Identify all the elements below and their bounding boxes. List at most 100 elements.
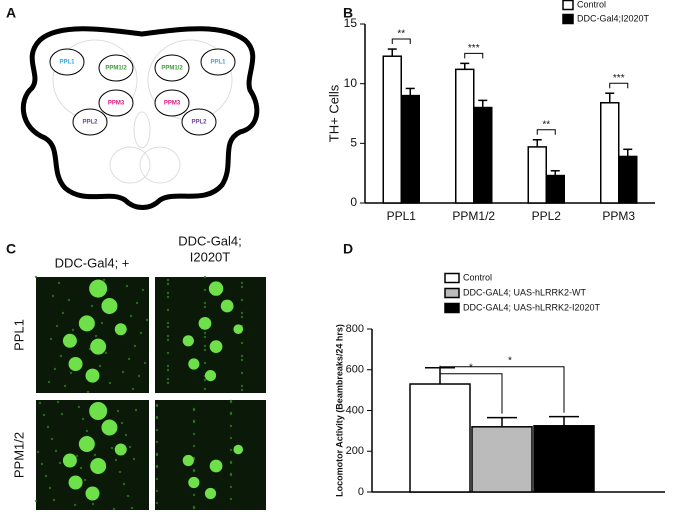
fiber: [40, 462, 44, 466]
fiber: [114, 458, 118, 462]
fiber: [47, 380, 51, 384]
neuron: [182, 454, 194, 467]
fiber: [130, 506, 134, 510]
fiber: [240, 371, 244, 375]
fiber: [229, 485, 233, 489]
column-header: DDC-Gal4; +: [55, 255, 130, 270]
fiber: [240, 384, 244, 388]
fiber: [102, 278, 106, 282]
neuron: [62, 333, 77, 348]
legend-label: DDC-GAL4; UAS-hLRRK2-WT: [463, 287, 587, 297]
sig-bracket: [464, 52, 484, 59]
fiber: [240, 311, 244, 315]
fiber: [240, 341, 244, 345]
panel-label: B: [343, 5, 353, 21]
fiber: [44, 474, 48, 478]
fiber: [42, 413, 46, 417]
fiber: [34, 275, 38, 279]
fiber: [38, 401, 42, 405]
bar: [455, 68, 475, 204]
legend-label: DDC-GAL4; UAS-hLRRK2-I2020T: [463, 302, 601, 312]
region-ellipse: [154, 89, 190, 117]
fiber: [86, 390, 90, 394]
y-tick-label: 600: [346, 364, 364, 376]
fiber: [166, 325, 170, 329]
fiber: [155, 404, 159, 408]
legend-swatch: [444, 302, 460, 314]
neuron: [208, 281, 224, 296]
fiber: [135, 301, 139, 305]
fiber: [166, 338, 170, 342]
fiber: [56, 400, 60, 404]
fiber: [203, 344, 207, 348]
fiber: [229, 400, 233, 404]
region-label: PPL1: [59, 60, 75, 66]
legend-swatch: [562, 13, 574, 25]
fiber: [67, 298, 71, 302]
fiber: [60, 412, 64, 416]
fiber: [203, 348, 207, 352]
fiber: [120, 421, 124, 425]
legend-swatch: [444, 287, 460, 299]
bar: [400, 94, 420, 204]
fiber: [139, 331, 143, 335]
fiber: [192, 432, 196, 436]
fiber: [155, 416, 159, 420]
fiber: [132, 457, 136, 461]
fiber: [63, 384, 67, 388]
neuron: [78, 315, 95, 332]
fiber: [192, 506, 196, 510]
neuron: [89, 402, 108, 420]
fiber: [53, 367, 57, 371]
fiber: [203, 387, 207, 391]
sig-bracket: [391, 38, 411, 45]
fiber: [127, 357, 131, 361]
fiber: [54, 449, 58, 453]
sig-label: *: [508, 355, 512, 366]
bar: [618, 155, 638, 204]
fiber: [118, 470, 122, 474]
fiber: [203, 301, 207, 305]
bar: [409, 383, 471, 493]
fiber: [116, 409, 120, 413]
y-tick-label: 0: [350, 195, 357, 209]
bar: [545, 174, 565, 204]
sig-bracket: [609, 82, 629, 89]
sig-bracket: [439, 365, 565, 413]
y-tick-label: 800: [346, 323, 364, 335]
fiber: [55, 324, 59, 328]
region-ellipse: [98, 89, 134, 117]
fiber: [75, 454, 79, 458]
bar: [600, 102, 620, 204]
fiber: [240, 281, 244, 285]
neuron: [188, 476, 200, 489]
neuron: [90, 458, 107, 474]
fiber: [166, 295, 170, 299]
neuron: [62, 453, 77, 468]
bar: [533, 425, 595, 493]
fiber: [240, 388, 244, 392]
fiber: [155, 440, 159, 444]
fiber: [192, 469, 196, 473]
fiber: [121, 370, 125, 374]
x-tick-label: PPL1: [387, 209, 417, 223]
neuron: [233, 324, 244, 335]
fiber: [126, 494, 130, 498]
fiber: [166, 381, 170, 385]
fiber: [122, 482, 126, 486]
fiber: [73, 503, 77, 507]
fiber: [229, 473, 233, 477]
y-tick-label: 0: [358, 486, 364, 498]
fiber: [166, 364, 170, 368]
y-tick-label: 15: [344, 16, 358, 30]
fiber: [133, 344, 137, 348]
column-header: DDC-Gal4;: [178, 233, 242, 248]
fiber: [240, 315, 244, 319]
bar: [471, 426, 533, 493]
fiber: [203, 305, 207, 309]
neuron: [233, 444, 244, 455]
fiber: [137, 374, 141, 378]
fiber: [50, 437, 54, 441]
fiber: [229, 436, 233, 440]
fiber: [155, 428, 159, 432]
